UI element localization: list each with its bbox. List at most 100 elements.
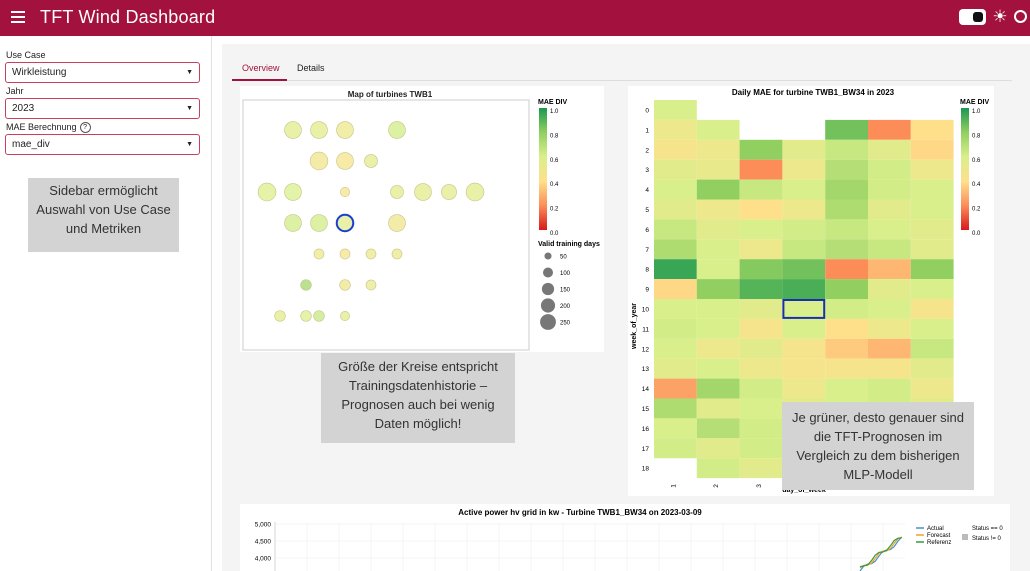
heatmap-cell[interactable]: [825, 159, 868, 180]
heatmap-cell[interactable]: [654, 418, 697, 439]
heatmap-cell[interactable]: [825, 378, 868, 399]
heatmap-cell[interactable]: [696, 418, 740, 439]
heatmap-cell[interactable]: [825, 219, 868, 240]
heatmap-cell[interactable]: [868, 279, 911, 299]
turbine-point[interactable]: [310, 214, 328, 232]
help-icon[interactable]: ?: [79, 122, 91, 134]
turbine-point[interactable]: [340, 311, 350, 321]
heatmap-cell[interactable]: [825, 318, 868, 339]
heatmap-cell[interactable]: [696, 318, 740, 339]
heatmap-cell[interactable]: [782, 259, 826, 280]
heatmap-cell[interactable]: [654, 159, 697, 180]
heatmap-cell[interactable]: [654, 279, 697, 299]
heatmap-cell[interactable]: [696, 159, 740, 180]
turbine-point[interactable]: [274, 310, 286, 322]
heatmap-cell[interactable]: [739, 418, 783, 439]
heatmap-cell[interactable]: [868, 358, 911, 379]
heatmap-cell[interactable]: [654, 358, 697, 379]
tab-details[interactable]: Details: [297, 63, 325, 73]
hamburger-icon[interactable]: [11, 11, 25, 23]
heatmap-cell[interactable]: [739, 219, 783, 240]
turbine-point[interactable]: [313, 310, 325, 322]
turbine-point[interactable]: [336, 152, 354, 170]
heatmap-cell[interactable]: [739, 358, 783, 379]
heatmap-cell[interactable]: [868, 179, 911, 200]
heatmap-cell[interactable]: [825, 199, 868, 220]
turbine-point[interactable]: [336, 121, 354, 139]
heatmap-cell[interactable]: [910, 318, 954, 339]
heatmap-cell[interactable]: [910, 179, 954, 200]
use-case-select[interactable]: Wirkleistung ▼: [5, 62, 200, 83]
heatmap-cell[interactable]: [825, 239, 868, 260]
heatmap-cell[interactable]: [868, 299, 911, 319]
turbine-point[interactable]: [284, 183, 302, 201]
heatmap-cell[interactable]: [654, 318, 697, 339]
year-select[interactable]: 2023 ▼: [5, 98, 200, 119]
heatmap-cell[interactable]: [910, 259, 954, 280]
heatmap-cell[interactable]: [696, 139, 740, 160]
heatmap-cell[interactable]: [739, 438, 783, 459]
heatmap-cell[interactable]: [739, 338, 783, 359]
heatmap-cell[interactable]: [696, 219, 740, 240]
heatmap-cell[interactable]: [782, 378, 826, 399]
heatmap-cell[interactable]: [782, 358, 826, 379]
turbine-point[interactable]: [414, 183, 432, 201]
heatmap-cell[interactable]: [910, 219, 954, 240]
turbine-point[interactable]: [284, 121, 302, 139]
heatmap-cell[interactable]: [739, 318, 783, 339]
heatmap-cell[interactable]: [654, 299, 697, 319]
turbine-point-selected[interactable]: [335, 213, 355, 233]
heatmap-cell[interactable]: [739, 199, 783, 220]
heatmap-cell[interactable]: [696, 398, 740, 419]
heatmap-cell[interactable]: [910, 119, 954, 140]
heatmap-cell[interactable]: [696, 438, 740, 459]
turbine-point[interactable]: [310, 121, 328, 139]
mae-select[interactable]: mae_div ▼: [5, 134, 200, 155]
heatmap-cell[interactable]: [825, 119, 868, 140]
heatmap-cell[interactable]: [868, 119, 911, 140]
turbine-point[interactable]: [390, 185, 404, 199]
heatmap-cell[interactable]: [696, 458, 740, 479]
heatmap-cell[interactable]: [910, 299, 954, 319]
turbine-point[interactable]: [300, 279, 312, 291]
heatmap-cell[interactable]: [782, 239, 826, 260]
heatmap-cell[interactable]: [654, 179, 697, 200]
turbine-point[interactable]: [339, 248, 351, 260]
turbine-point[interactable]: [300, 310, 312, 322]
heatmap-cell[interactable]: [868, 199, 911, 220]
heatmap-cell[interactable]: [910, 279, 954, 299]
heatmap-cell[interactable]: [739, 458, 783, 479]
heatmap-cell[interactable]: [696, 199, 740, 220]
heatmap-cell[interactable]: [782, 338, 826, 359]
turbine-point[interactable]: [391, 248, 403, 260]
heatmap-cell[interactable]: [696, 239, 740, 260]
turbine-point[interactable]: [365, 279, 377, 291]
turbine-point[interactable]: [364, 154, 378, 168]
turbine-point[interactable]: [257, 182, 277, 202]
heatmap-cell[interactable]: [782, 318, 826, 339]
heatmap-cell[interactable]: [654, 259, 697, 280]
heatmap-cell[interactable]: [825, 179, 868, 200]
heatmap-cell[interactable]: [739, 179, 783, 200]
turbine-point[interactable]: [309, 151, 329, 171]
heatmap-cell[interactable]: [654, 438, 697, 459]
heatmap-cell[interactable]: [782, 199, 826, 220]
heatmap-cell[interactable]: [825, 139, 868, 160]
heatmap-cell[interactable]: [910, 159, 954, 180]
heatmap-cell[interactable]: [910, 358, 954, 379]
heatmap-cell[interactable]: [739, 299, 783, 319]
heatmap-cell[interactable]: [696, 179, 740, 200]
heatmap-cell[interactable]: [825, 299, 868, 319]
heatmap-cell[interactable]: [910, 139, 954, 160]
heatmap-cell[interactable]: [910, 378, 954, 399]
heatmap-cell[interactable]: [868, 378, 911, 399]
heatmap-cell[interactable]: [910, 338, 954, 359]
heatmap-cell[interactable]: [739, 239, 783, 260]
heatmap-cell[interactable]: [782, 139, 826, 160]
tab-overview[interactable]: Overview: [242, 63, 280, 73]
turbine-point[interactable]: [284, 214, 302, 232]
heatmap-cell[interactable]: [654, 338, 697, 359]
heatmap-cell[interactable]: [910, 239, 954, 260]
turbine-point[interactable]: [388, 214, 406, 232]
turbine-point[interactable]: [465, 182, 485, 202]
